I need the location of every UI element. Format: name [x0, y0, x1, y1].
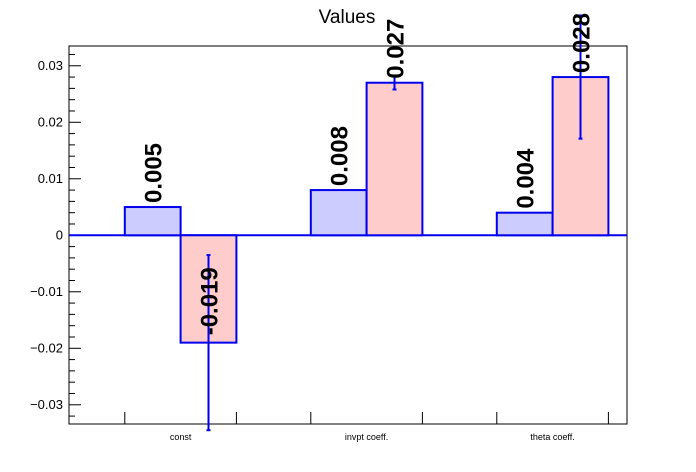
bar-value-label: 0.027 — [383, 19, 410, 79]
y-tick-label: 0 — [56, 227, 63, 242]
bar — [495, 211, 554, 237]
bar-value-label: 0.005 — [141, 143, 168, 203]
y-tick-label: 0.02 — [38, 114, 63, 129]
y-tick-label: −0.03 — [30, 397, 63, 412]
bar-value-label: 0.008 — [327, 126, 354, 186]
x-category-label: invpt coeff. — [345, 432, 388, 442]
y-tick-label: −0.01 — [30, 284, 63, 299]
x-category-label: const — [170, 432, 192, 442]
bar — [123, 206, 182, 237]
bar-value-label: -0.019 — [197, 267, 224, 335]
chart-title: Values — [319, 7, 376, 28]
bar-value-label: 0.028 — [569, 13, 596, 73]
plot-area: −0.03 −0.02 −0.01 0 0.01 0.02 0.03 const invpt c… — [30, 45, 628, 442]
bar — [309, 189, 368, 237]
y-tick-label: 0.03 — [38, 58, 63, 73]
y-tick-label: 0.01 — [38, 171, 63, 186]
bars-group — [123, 14, 610, 432]
bar-value-label: 0.004 — [513, 148, 540, 209]
bar — [365, 81, 424, 237]
data-labels-group: 0.005 0.008 0.004 -0.019 0.027 0.028 — [141, 13, 596, 335]
x-category-label: theta coeff. — [530, 432, 574, 442]
y-tick-label: −0.02 — [30, 340, 63, 355]
